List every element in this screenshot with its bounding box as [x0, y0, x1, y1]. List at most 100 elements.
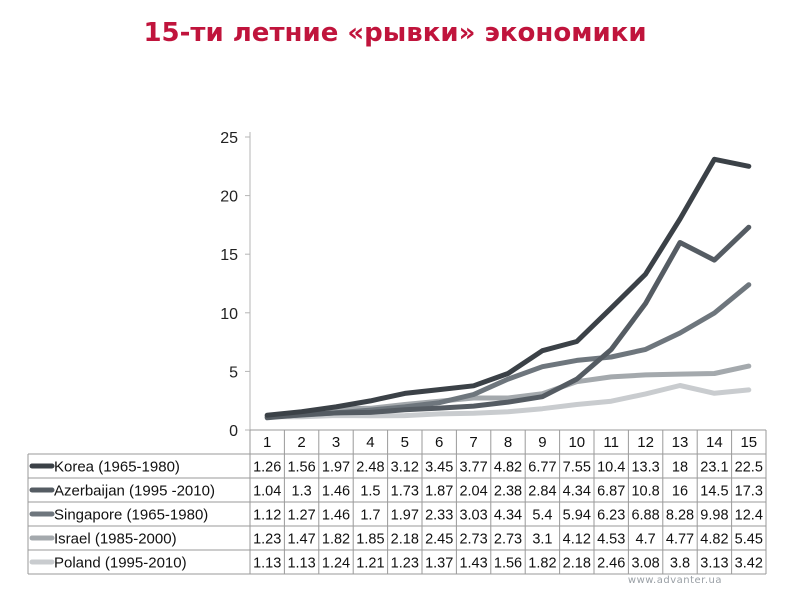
y-tick-label: 25: [220, 130, 238, 147]
data-value-label: 12.4: [735, 508, 763, 524]
x-category-label: 6: [435, 434, 443, 451]
data-value-label: 17.3: [735, 484, 763, 500]
y-tick-label: 0: [229, 423, 238, 440]
data-value-label: 1.46: [322, 484, 350, 500]
x-category-label: 15: [740, 434, 757, 451]
data-value-label: 1.27: [287, 508, 315, 524]
data-value-label: 6.23: [597, 508, 625, 524]
y-tick-label: 10: [220, 306, 238, 323]
data-value-label: 9.98: [700, 508, 728, 524]
data-value-label: 18: [672, 460, 688, 476]
data-value-label: 1.26: [253, 460, 281, 476]
x-category-label: 3: [332, 434, 340, 451]
series-line-israel: [264, 363, 752, 419]
data-value-label: 3.13: [700, 556, 728, 572]
x-category-label: 9: [538, 434, 546, 451]
data-value-label: 1.13: [253, 556, 281, 572]
data-value-label: 1.24: [322, 556, 350, 572]
data-value-label: 4.7: [636, 532, 656, 548]
y-tick-label: 15: [220, 247, 238, 264]
data-value-label: 14.5: [700, 484, 728, 500]
data-value-label: 6.88: [631, 508, 659, 524]
data-value-label: 2.38: [494, 484, 522, 500]
x-category-label: 4: [366, 434, 374, 451]
data-value-label: 2.18: [563, 556, 591, 572]
data-value-label: 1.85: [356, 532, 384, 548]
data-value-label: 3.12: [391, 460, 419, 476]
data-value-label: 1.82: [322, 532, 350, 548]
data-value-label: 1.37: [425, 556, 453, 572]
data-value-label: 16: [672, 484, 688, 500]
data-value-label: 8.28: [666, 508, 694, 524]
data-value-label: 1.7: [360, 508, 380, 524]
data-value-label: 3.1: [532, 532, 552, 548]
data-value-label: 5.45: [735, 532, 763, 548]
data-value-label: 6.77: [528, 460, 556, 476]
data-value-label: 2.45: [425, 532, 453, 548]
data-value-label: 3.8: [670, 556, 690, 572]
data-value-label: 6.87: [597, 484, 625, 500]
data-value-label: 2.33: [425, 508, 453, 524]
data-value-label: 4.34: [563, 484, 591, 500]
x-category-label: 12: [637, 434, 654, 451]
series-line-azerbaijan: [264, 224, 752, 421]
data-value-label: 5.4: [532, 508, 552, 524]
data-value-label: 1.56: [287, 460, 315, 476]
legend-label: Korea (1965-1980): [54, 459, 180, 476]
legend-label: Israel (1985-2000): [54, 531, 177, 548]
data-value-label: 22.5: [735, 460, 763, 476]
x-category-label: 8: [504, 434, 512, 451]
data-value-label: 4.82: [494, 460, 522, 476]
data-value-label: 3.45: [425, 460, 453, 476]
data-value-label: 2.73: [459, 532, 487, 548]
y-tick-label: 5: [229, 364, 238, 381]
x-category-label: 2: [297, 434, 305, 451]
data-value-label: 4.34: [494, 508, 522, 524]
data-value-label: 1.3: [292, 484, 312, 500]
data-value-label: 1.97: [322, 460, 350, 476]
data-value-label: 1.04: [253, 484, 281, 500]
data-value-label: 1.73: [391, 484, 419, 500]
x-category-label: 11: [603, 434, 619, 451]
x-category-label: 1: [263, 434, 271, 451]
data-value-label: 1.97: [391, 508, 419, 524]
data-value-label: 3.08: [631, 556, 659, 572]
data-value-label: 10.4: [597, 460, 625, 476]
data-value-label: 1.82: [528, 556, 556, 572]
data-value-label: 2.48: [356, 460, 384, 476]
data-value-label: 7.55: [563, 460, 591, 476]
data-value-label: 1.12: [253, 508, 281, 524]
data-value-label: 4.82: [700, 532, 728, 548]
legend-label: Singapore (1965-1980): [54, 507, 208, 524]
data-value-label: 4.12: [563, 532, 591, 548]
axis-layer: 0 5 10 15 20 25: [220, 130, 251, 440]
x-category-label: 10: [568, 434, 585, 451]
data-value-label: 3.77: [459, 460, 487, 476]
y-tick-label: 20: [220, 189, 238, 206]
data-value-label: 1.87: [425, 484, 453, 500]
data-value-label: 2.73: [494, 532, 522, 548]
legend-label: Poland (1995-2010): [54, 555, 187, 572]
data-value-label: 1.21: [356, 556, 384, 572]
data-value-label: 1.5: [360, 484, 380, 500]
legend-label: Azerbaijan (1995 -2010): [54, 483, 215, 500]
data-value-label: 2.84: [528, 484, 556, 500]
series-layer: [264, 156, 752, 421]
data-value-label: 1.43: [459, 556, 487, 572]
series-line-poland: [264, 383, 752, 420]
data-value-label: 1.56: [494, 556, 522, 572]
data-value-label: 2.18: [391, 532, 419, 548]
data-value-label: 3.42: [735, 556, 763, 572]
data-value-label: 23.1: [700, 460, 728, 476]
data-value-label: 1.23: [391, 556, 419, 572]
data-value-label: 1.13: [287, 556, 315, 572]
x-category-label: 14: [706, 434, 723, 451]
data-value-label: 2.46: [597, 556, 625, 572]
data-value-label: 4.53: [597, 532, 625, 548]
series-line-korea: [264, 156, 752, 418]
data-value-label: 5.94: [563, 508, 591, 524]
data-value-label: 3.03: [459, 508, 487, 524]
data-value-label: 1.47: [287, 532, 315, 548]
chart-title: 15-ти летние «рывки» экономики: [143, 18, 647, 48]
